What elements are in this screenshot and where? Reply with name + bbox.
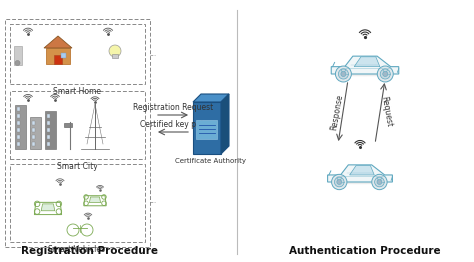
Circle shape xyxy=(332,174,347,190)
Circle shape xyxy=(372,174,387,190)
FancyBboxPatch shape xyxy=(30,117,41,149)
FancyBboxPatch shape xyxy=(61,53,66,58)
FancyBboxPatch shape xyxy=(17,107,20,111)
Polygon shape xyxy=(328,165,392,182)
FancyBboxPatch shape xyxy=(17,121,20,125)
FancyBboxPatch shape xyxy=(54,55,62,64)
Circle shape xyxy=(341,72,346,77)
Ellipse shape xyxy=(332,182,388,184)
FancyBboxPatch shape xyxy=(15,105,26,149)
Circle shape xyxy=(380,69,390,79)
FancyBboxPatch shape xyxy=(46,48,70,64)
FancyBboxPatch shape xyxy=(17,135,20,139)
Text: Certificate Authority: Certificate Authority xyxy=(175,158,246,164)
FancyBboxPatch shape xyxy=(47,135,50,139)
FancyBboxPatch shape xyxy=(17,114,20,118)
Ellipse shape xyxy=(337,74,394,76)
Circle shape xyxy=(335,177,344,187)
Polygon shape xyxy=(331,56,399,74)
FancyBboxPatch shape xyxy=(17,128,20,132)
FancyBboxPatch shape xyxy=(45,111,56,149)
Text: Smart Vehicles: Smart Vehicles xyxy=(48,245,106,254)
FancyBboxPatch shape xyxy=(32,135,35,139)
Circle shape xyxy=(374,177,384,187)
Circle shape xyxy=(377,179,382,184)
Text: Registration Procedure: Registration Procedure xyxy=(21,246,158,256)
Text: Smart Home: Smart Home xyxy=(53,87,101,96)
Polygon shape xyxy=(354,57,380,67)
FancyBboxPatch shape xyxy=(47,121,50,125)
Polygon shape xyxy=(44,36,72,48)
FancyBboxPatch shape xyxy=(32,121,35,125)
Circle shape xyxy=(383,72,388,77)
FancyBboxPatch shape xyxy=(197,119,218,139)
Circle shape xyxy=(15,61,20,66)
FancyBboxPatch shape xyxy=(47,142,50,146)
Circle shape xyxy=(337,179,342,184)
Text: Certified key pair: Certified key pair xyxy=(140,120,206,129)
Text: Registration Request: Registration Request xyxy=(133,103,213,112)
Text: Smart City: Smart City xyxy=(56,162,97,171)
Polygon shape xyxy=(221,94,229,154)
FancyBboxPatch shape xyxy=(17,142,20,146)
Text: Response: Response xyxy=(329,93,345,131)
Polygon shape xyxy=(193,94,229,102)
FancyBboxPatch shape xyxy=(47,128,50,132)
Circle shape xyxy=(377,66,393,82)
Circle shape xyxy=(109,45,121,57)
FancyBboxPatch shape xyxy=(193,102,221,154)
FancyBboxPatch shape xyxy=(32,128,35,132)
FancyBboxPatch shape xyxy=(13,46,21,64)
FancyBboxPatch shape xyxy=(47,114,50,118)
Circle shape xyxy=(336,66,351,82)
Text: Request: Request xyxy=(379,96,393,128)
Polygon shape xyxy=(41,204,55,211)
Polygon shape xyxy=(350,166,374,175)
FancyBboxPatch shape xyxy=(112,54,118,58)
Circle shape xyxy=(338,69,348,79)
FancyBboxPatch shape xyxy=(64,123,72,127)
FancyBboxPatch shape xyxy=(32,142,35,146)
Polygon shape xyxy=(90,197,100,203)
Text: Authentication Procedure: Authentication Procedure xyxy=(289,246,441,256)
